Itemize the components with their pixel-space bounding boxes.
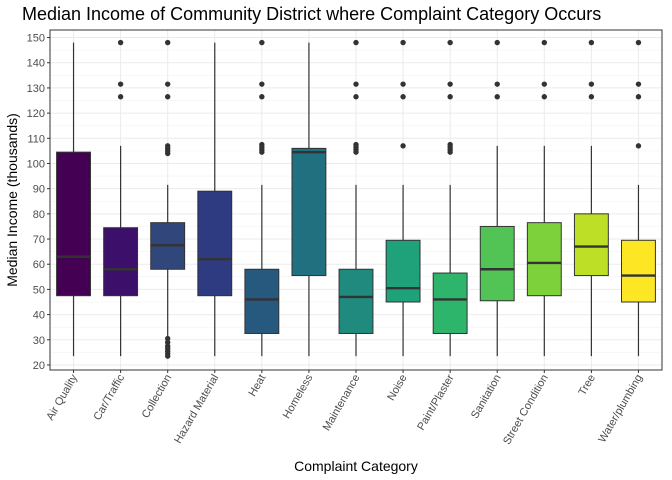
box-6 xyxy=(291,42,327,357)
outlier-point xyxy=(541,39,548,46)
box-body xyxy=(338,268,374,334)
box-body xyxy=(244,268,280,334)
outlier-point xyxy=(400,94,406,100)
y-tick-label: 20 xyxy=(33,360,45,372)
box-2 xyxy=(103,39,139,357)
x-tick-label: Hazard Material xyxy=(172,373,221,446)
x-tick-label: Collection xyxy=(140,373,175,421)
outlier-point xyxy=(447,39,453,46)
outlier-point xyxy=(353,81,359,87)
box-9 xyxy=(432,39,468,357)
outlier-point xyxy=(541,94,548,100)
outlier-point xyxy=(400,39,406,46)
y-tick-label: 50 xyxy=(33,284,45,296)
box-7 xyxy=(338,39,374,357)
box-body xyxy=(56,151,91,297)
outlier-point xyxy=(353,39,359,46)
y-tick-label: 70 xyxy=(33,234,45,246)
y-tick-label: 40 xyxy=(33,310,45,322)
x-tick-label: Sanitation xyxy=(469,373,504,421)
x-tick-label: Car/Traffic xyxy=(91,372,127,422)
outlier-point xyxy=(494,81,500,87)
boxes xyxy=(56,39,656,359)
box-4 xyxy=(197,42,233,357)
outlier-point xyxy=(541,81,548,87)
y-tick-label: 130 xyxy=(27,83,45,95)
outlier-point xyxy=(353,94,359,100)
outlier-point xyxy=(117,81,124,87)
y-tick-label: 140 xyxy=(27,58,45,70)
box-body xyxy=(103,227,139,297)
outlier-point xyxy=(635,81,642,87)
box-body xyxy=(621,239,656,303)
outlier-point xyxy=(635,143,642,149)
box-body xyxy=(573,213,609,277)
x-tick-label: Street Condition xyxy=(501,373,551,447)
box-body xyxy=(385,239,421,303)
y-tick-label: 150 xyxy=(27,33,45,45)
box-10 xyxy=(479,39,515,357)
box-12 xyxy=(573,39,609,357)
outlier-point xyxy=(447,141,453,148)
box-body xyxy=(526,222,562,297)
outlier-point xyxy=(259,141,265,148)
outlier-point xyxy=(117,94,124,100)
outlier-point xyxy=(494,94,500,100)
x-tick-label: Tree xyxy=(576,373,598,398)
x-tick-label: Air Quality xyxy=(44,372,80,422)
x-tick-label: Water/plumbing xyxy=(596,373,645,445)
outlier-point xyxy=(259,39,265,46)
y-tick-label: 30 xyxy=(33,335,45,347)
outlier-point xyxy=(164,335,171,342)
x-tick-label: Paint/Plaster xyxy=(415,372,457,432)
outlier-point xyxy=(164,39,171,46)
y-axis-ticks: 20 30 40 50 60 70 80 90 100 110 120 130 140 150 xyxy=(27,33,50,372)
outlier-point xyxy=(400,81,406,87)
box-body xyxy=(197,190,233,297)
outlier-point xyxy=(164,339,171,345)
outlier-point xyxy=(164,81,171,87)
box-body xyxy=(432,272,468,334)
y-tick-label: 100 xyxy=(27,158,45,170)
box-5 xyxy=(244,39,280,357)
box-11 xyxy=(526,39,562,357)
outlier-point xyxy=(588,39,595,46)
y-tick-label: 90 xyxy=(33,184,45,196)
x-tick-label: Heat xyxy=(246,373,268,399)
box-body xyxy=(291,147,327,277)
x-tick-label: Maintenance xyxy=(321,373,363,434)
outlier-point xyxy=(447,94,453,100)
outlier-point xyxy=(164,343,171,349)
y-tick-label: 120 xyxy=(27,108,45,120)
outlier-point xyxy=(494,39,500,46)
box-body xyxy=(479,225,515,302)
x-axis-title: Complaint Category xyxy=(294,458,418,474)
box-13 xyxy=(621,39,656,357)
outlier-point xyxy=(588,81,595,87)
outlier-point xyxy=(635,39,642,46)
outlier-point xyxy=(259,94,265,100)
chart-title: Median Income of Community District wher… xyxy=(22,4,602,24)
box-8 xyxy=(385,39,421,357)
x-tick-label: Noise xyxy=(385,373,409,403)
outlier-point xyxy=(635,94,642,100)
x-tick-label: Homeless xyxy=(281,372,316,421)
y-tick-label: 60 xyxy=(33,259,45,271)
box-3 xyxy=(150,39,186,359)
y-tick-label: 110 xyxy=(27,133,45,145)
outlier-point xyxy=(353,141,359,148)
outlier-point xyxy=(588,94,595,100)
outlier-point xyxy=(164,143,171,149)
outlier-point xyxy=(447,81,453,87)
y-axis-title: Median Income (thousands) xyxy=(4,113,20,287)
box-1 xyxy=(56,42,91,357)
y-tick-label: 80 xyxy=(33,209,45,221)
outlier-point xyxy=(164,94,171,100)
outlier-point xyxy=(400,143,406,149)
outlier-point xyxy=(259,81,265,87)
outlier-point xyxy=(117,39,124,46)
